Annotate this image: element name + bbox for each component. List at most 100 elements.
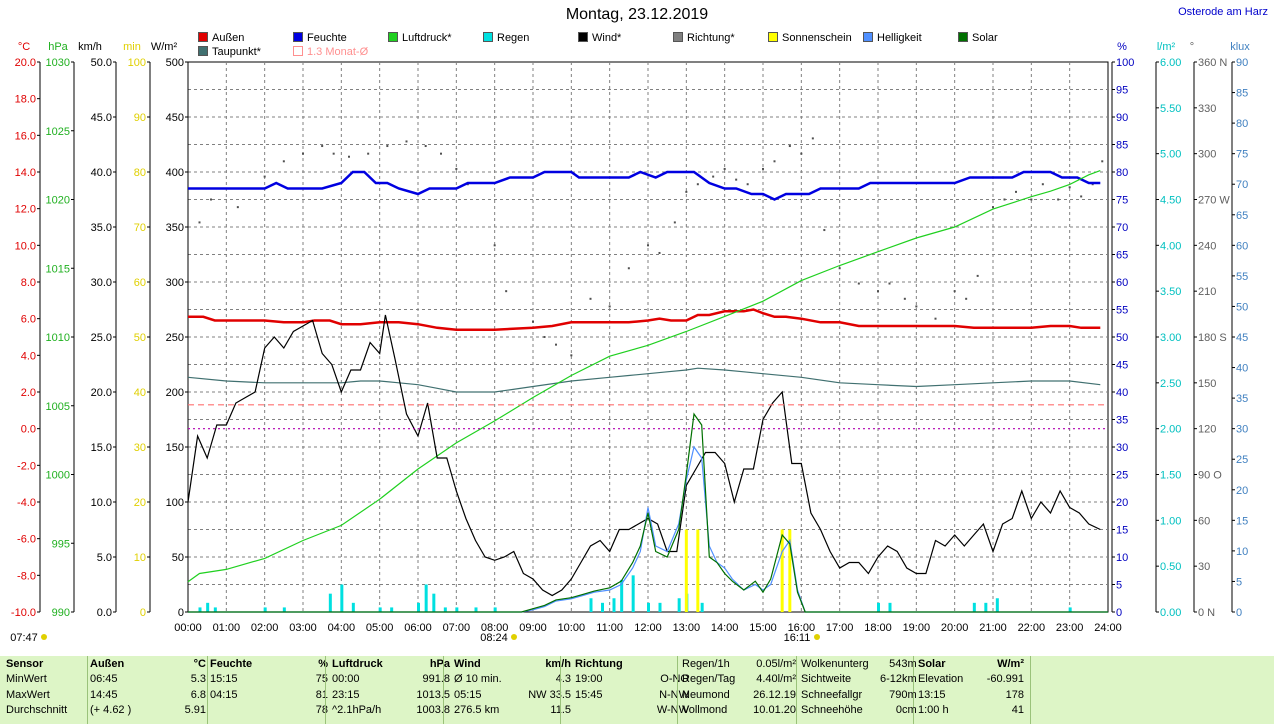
tick-label-dir: 240 [1198, 240, 1216, 252]
legend-item: Wind* [578, 32, 621, 44]
tick-label-lux: 60 [1236, 240, 1248, 252]
stats-cell: 1013.5 [416, 688, 450, 701]
direction-point [723, 167, 726, 170]
tick-label-temp: 16.0 [15, 130, 36, 142]
direction-point [1068, 186, 1071, 189]
tick-label-temp: 10.0 [15, 240, 36, 252]
tick-label-lux: 30 [1236, 424, 1248, 436]
legend-label: Solar [972, 32, 998, 44]
stats-cell: Außen [90, 657, 125, 670]
x-tick-label: 24:00 [1094, 622, 1122, 634]
legend-item: Richtung* [673, 32, 735, 44]
tick-label-hum: 80 [1116, 167, 1128, 179]
tick-label-dir: 300 [1198, 149, 1216, 161]
stats-cell: NW 33.5 [528, 688, 571, 701]
tick-label-lux: 20 [1236, 485, 1248, 497]
tick-label-solar: 250 [166, 332, 184, 344]
tick-label-hum: 25 [1116, 470, 1128, 482]
direction-point [405, 140, 408, 143]
tick-label-lux: 25 [1236, 454, 1248, 466]
direction-point [1030, 198, 1033, 201]
direction-point [386, 145, 389, 148]
tick-label-wind: 45.0 [91, 112, 112, 124]
legend-label: Außen [212, 32, 245, 44]
direction-point [532, 320, 534, 323]
tick-label-lux: 50 [1236, 301, 1248, 313]
tick-label-sun: 90 [134, 112, 146, 124]
tick-label-temp: -8.0 [17, 570, 36, 582]
tick-label-sun: 100 [128, 57, 146, 69]
rain-bar [455, 607, 459, 612]
tick-label-hum: 35 [1116, 415, 1128, 427]
legend-item: Sonnenschein [768, 32, 852, 44]
rain-bar [328, 593, 332, 612]
tick-label-press: 1005 [46, 401, 70, 413]
tick-label-sun: 70 [134, 222, 146, 234]
rain-bar [198, 607, 202, 612]
tick-label-sun: 0 [140, 607, 146, 619]
direction-point [877, 290, 879, 293]
axis-unit-wind: km/h [78, 41, 102, 53]
rain-bar [984, 602, 988, 612]
tick-label-wind: 5.0 [97, 552, 112, 564]
legend-label: Helligkeit [877, 32, 922, 44]
direction-point [735, 178, 738, 181]
stats-row: Neumond 26.12.19 [680, 687, 798, 703]
direction-point [1003, 198, 1006, 201]
direction-point [696, 183, 699, 186]
legend-swatch [293, 32, 303, 42]
legend-item: Feuchte [293, 32, 347, 44]
stats-cell: 6-12km [879, 673, 917, 686]
legend-item: Luftdruck* [388, 32, 452, 44]
stats-cell: 5.3 [190, 673, 206, 686]
tick-label-rain: 4.00 [1160, 240, 1181, 252]
direction-point [915, 305, 918, 308]
stats-cell: 23:15 [332, 688, 360, 701]
x-tick-label: 19:00 [903, 622, 931, 634]
stats-cell: ^2.1hPa/h [332, 704, 382, 717]
direction-point [555, 343, 557, 346]
x-tick-label: 02:00 [251, 622, 279, 634]
stats-table-rain: Regen/1h 0.05l/m² Regen/Tag 4.40l/m² Neumond… [680, 656, 798, 718]
direction-point [1101, 160, 1104, 163]
tick-label-hum: 5 [1116, 580, 1122, 592]
tick-label-wind: 10.0 [91, 497, 112, 509]
direction-point [505, 290, 508, 293]
location-label[interactable]: Osterode am Harz [1178, 6, 1268, 18]
stats-cell: 543m [889, 657, 917, 670]
stats-cell: 5.91 [184, 704, 206, 717]
tick-label-solar: 200 [166, 387, 184, 399]
direction-point [1041, 183, 1044, 186]
stats-cell: 13:15 [918, 688, 946, 701]
direction-point [673, 221, 676, 224]
tick-label-wind: 15.0 [91, 442, 112, 454]
stats-row: MinWert 06:45 5.3 15:15 75 00:00 991.8 Ø 10 min… [4, 672, 691, 688]
legend-label: Wind* [592, 32, 622, 44]
tick-label-sun: 50 [134, 332, 146, 344]
stats-row: Solar W/m² [916, 656, 1026, 672]
axis-unit-lux: klux [1230, 41, 1250, 53]
tick-label-wind: 0.0 [97, 607, 112, 619]
stats-cell: 06:45 [90, 673, 118, 686]
tick-label-dir: 330 [1198, 103, 1216, 115]
weather-chart: 20.0 18.0 16.0 14.0 12.0 10.0 8.0 6.0 4.0 2.0 0.0 -… [10, 41, 1250, 644]
stats-cell: 276.5 km [454, 704, 500, 717]
tick-label-press: 1000 [46, 470, 70, 482]
direction-point [455, 167, 458, 170]
tick-label-rain: 6.00 [1160, 57, 1181, 69]
stats-cell: Solar [918, 657, 946, 670]
stats-cell: 78 [315, 704, 328, 717]
stats-cell: % [318, 657, 328, 670]
direction-point [685, 190, 688, 193]
series-line-solar [188, 412, 1108, 613]
tick-label-wind: 25.0 [91, 332, 112, 344]
legend-label: Sonnenschein [782, 32, 852, 44]
stats-cell: 41 [1011, 704, 1024, 717]
tick-label-lux: 10 [1236, 546, 1248, 558]
x-tick-label: 18:00 [864, 622, 892, 634]
stats-row: Schneefallgr 790m [799, 687, 919, 703]
stats-cell: 81 [315, 688, 328, 701]
tick-label-solar: 500 [166, 57, 184, 69]
rain-bar [390, 607, 394, 612]
direction-point [1080, 195, 1083, 198]
